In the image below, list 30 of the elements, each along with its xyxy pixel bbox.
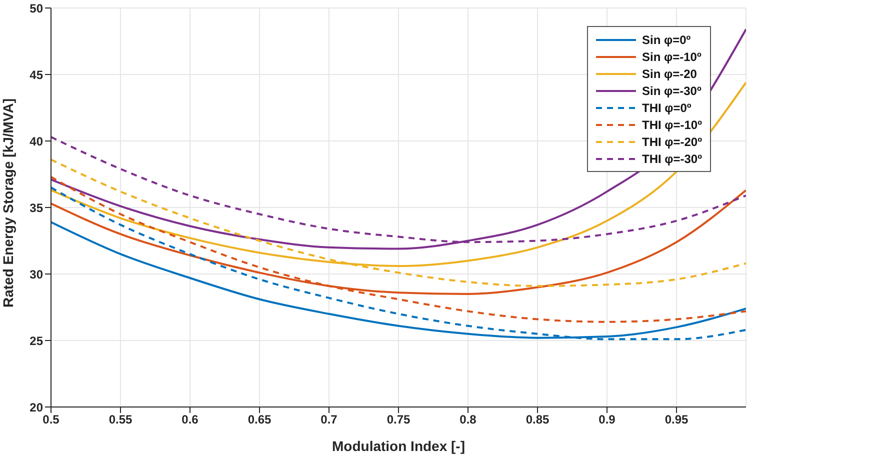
line-series (51, 176, 746, 323)
y-axis-title: Rated Energy Storage [kJ/MVA] (0, 98, 16, 308)
x-tick-label: 0.65 (248, 412, 272, 427)
line-series (51, 28, 746, 250)
legend-label: Sin φ=-20 (642, 66, 697, 80)
line-series (51, 186, 746, 340)
legend-label: THI φ=0º (642, 100, 692, 114)
y-tick-label: 30 (30, 267, 44, 282)
x-tick-label: 0.6 (182, 412, 199, 427)
legend-label: THI φ=-30º (642, 152, 702, 166)
y-tick-label: 40 (30, 134, 44, 148)
y-tick-label: 25 (30, 334, 44, 348)
y-tick-label: 45 (30, 68, 44, 82)
x-tick-label: 0.85 (526, 412, 550, 427)
y-tick-label: 35 (30, 200, 44, 215)
x-tick-label: 0.8 (460, 412, 477, 427)
x-tick-label: 0.7 (320, 412, 338, 427)
legend-label: THI φ=-10º (642, 118, 702, 132)
x-tick-label: 0.95 (664, 412, 689, 427)
legend-label: Sin φ=-30º (642, 84, 702, 98)
x-tick-label: 0.55 (108, 412, 133, 427)
x-tick-label: 0.75 (386, 412, 411, 427)
y-tick-label: 20 (30, 400, 44, 414)
x-axis-title: Modulation Index [-] (332, 438, 465, 454)
legend-label: THI φ=-20º (642, 134, 702, 148)
x-tick-label: 0.5 (42, 412, 60, 427)
legend-label: Sin φ=-10º (642, 50, 702, 64)
y-tick-label: 50 (30, 1, 44, 16)
legend-label: Sin φ=0º (642, 32, 691, 46)
x-tick-label: 0.9 (598, 412, 616, 427)
